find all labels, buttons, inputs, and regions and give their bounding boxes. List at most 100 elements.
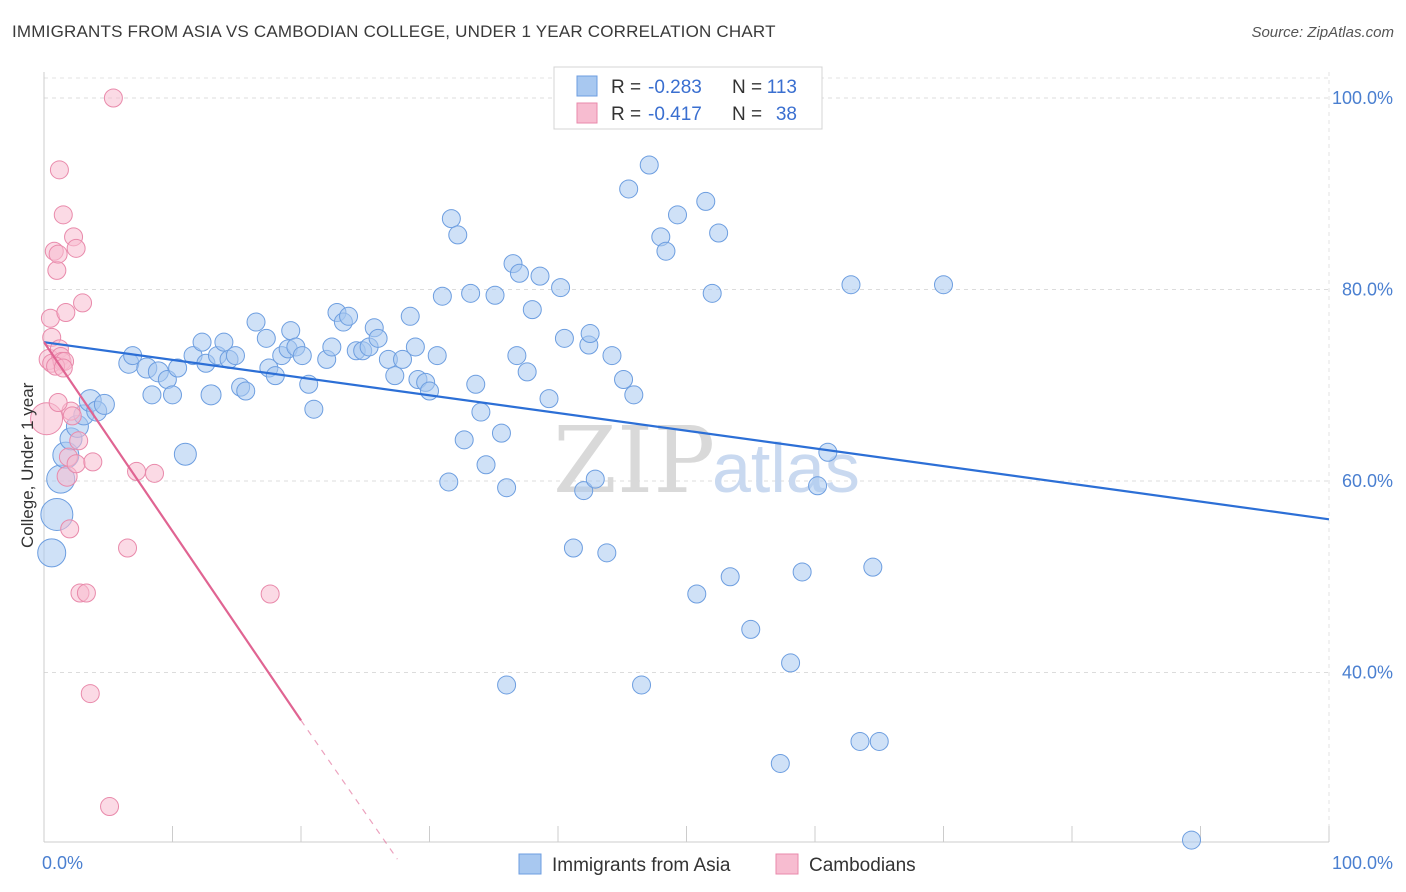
asia-point <box>934 275 953 295</box>
cambodian-point <box>83 452 103 472</box>
cambodian-point <box>80 684 100 704</box>
asia-point <box>509 263 529 283</box>
asia-point <box>393 349 413 369</box>
asia-point <box>214 332 234 352</box>
asia-point <box>554 328 574 348</box>
asia-point <box>850 731 870 751</box>
asia-point <box>432 286 452 306</box>
asia-point <box>656 241 676 261</box>
asia-point <box>841 275 861 295</box>
asia-point <box>639 155 659 175</box>
bottom-legend-label: Immigrants from Asia <box>552 855 731 876</box>
y-tick-label: 100.0% <box>1332 88 1393 108</box>
asia-point <box>454 430 474 450</box>
legend-n-value: 113 <box>767 77 797 98</box>
asia-point <box>168 358 188 378</box>
asia-point <box>585 469 605 489</box>
legend-swatch <box>576 102 598 124</box>
asia-point <box>597 543 617 563</box>
cambodian-point <box>69 431 89 451</box>
asia-point <box>1182 830 1202 850</box>
asia-point <box>507 346 527 366</box>
cambodian-point <box>73 293 93 313</box>
cambodian-point <box>145 463 165 483</box>
asia-point <box>448 225 468 245</box>
asia-point <box>624 385 644 405</box>
cambodian-point <box>60 519 80 539</box>
legend-r-label: R = <box>611 104 641 125</box>
asia-point <box>304 399 324 419</box>
asia-point <box>427 346 447 366</box>
axes <box>43 72 1330 843</box>
cambodian-point <box>48 244 68 264</box>
asia-point <box>400 306 420 326</box>
legend-n-value: 38 <box>776 104 797 125</box>
cambodian-point <box>48 392 68 412</box>
x-tick-label: 100.0% <box>1332 853 1393 873</box>
asia-point <box>439 472 459 492</box>
chart-source: Source: ZipAtlas.com <box>1251 24 1394 41</box>
legend-n-label: N = <box>732 77 762 98</box>
asia-point <box>142 385 162 405</box>
asia-point <box>709 223 729 243</box>
cambodian-point <box>118 538 138 558</box>
cambodian-point <box>56 302 76 322</box>
asia-point <box>602 346 622 366</box>
legend-r-value: -0.283 <box>648 77 702 98</box>
chart-title: IMMIGRANTS FROM ASIA VS CAMBODIAN COLLEG… <box>12 22 776 41</box>
watermark: ZIP atlas <box>553 407 860 514</box>
legend-n-label: N = <box>732 104 762 125</box>
asia-point <box>551 278 571 298</box>
asia-trend-line <box>43 341 1330 521</box>
cambodian-point <box>49 160 69 180</box>
asia-point <box>522 300 542 320</box>
asia-point <box>441 209 461 229</box>
asia-point <box>539 389 559 409</box>
asia-point <box>696 191 716 211</box>
asia-point <box>281 321 301 341</box>
asia-point <box>580 324 600 344</box>
asia-point <box>256 328 276 348</box>
asia-point <box>614 370 634 390</box>
tick-labels: 40.0% 60.0% 80.0% 100.0% 0.0% 100.0% <box>42 88 1393 873</box>
asia-point <box>497 478 517 498</box>
cambodian-point <box>47 260 67 280</box>
asia-point <box>792 562 812 582</box>
asia-point <box>574 481 594 501</box>
legend-swatch <box>576 75 598 97</box>
asia-point <box>93 393 115 415</box>
bottom-legend-label: Cambodians <box>809 855 916 876</box>
y-tick-label: 60.0% <box>1342 471 1393 491</box>
asia-point <box>497 675 517 695</box>
legend-r-value: -0.417 <box>648 104 702 125</box>
data-points <box>30 88 1202 850</box>
cambodian-point <box>66 238 86 258</box>
asia-point <box>405 337 425 357</box>
asia-point <box>485 285 505 305</box>
asia-point <box>770 753 790 773</box>
asia-point <box>368 328 388 348</box>
asia-point <box>192 332 212 352</box>
asia-point <box>322 337 342 357</box>
asia-point <box>491 423 511 443</box>
asia-point <box>236 381 256 401</box>
asia-point <box>863 557 883 577</box>
cambodian-point <box>66 454 86 474</box>
asia-point <box>225 346 245 366</box>
y-tick-label: 40.0% <box>1342 663 1393 683</box>
asia-point <box>818 442 838 462</box>
asia-point <box>668 205 688 225</box>
asia-point <box>808 476 828 496</box>
asia-point <box>476 455 496 475</box>
cambodian-trend-extension <box>300 720 398 860</box>
asia-point <box>632 675 652 695</box>
asia-point <box>420 381 439 401</box>
asia-point <box>471 402 491 422</box>
asia-point <box>517 362 537 382</box>
asia-point <box>720 567 740 587</box>
asia-point <box>619 179 639 199</box>
cambodian-trend-line <box>43 341 302 721</box>
legend: R = -0.283 N = 113 R = -0.417 N = 38 <box>553 66 823 130</box>
asia-point <box>869 731 889 751</box>
